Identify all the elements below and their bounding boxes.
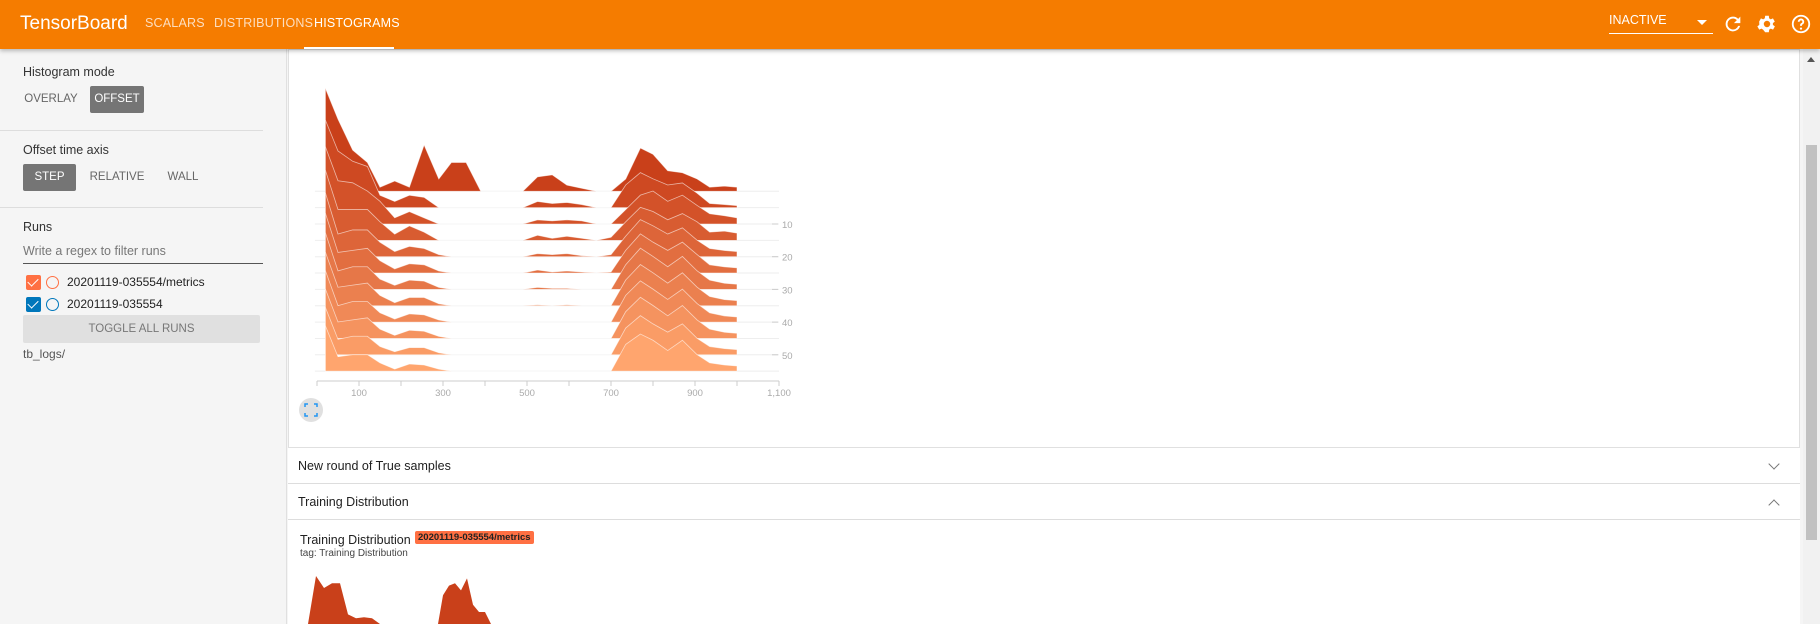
fullscreen-button[interactable] — [299, 398, 323, 422]
app-title: TensorBoard — [20, 13, 128, 34]
histogram-chart: 100 300 500 700 900 1,100 10 20 30 40 50 — [299, 88, 793, 422]
x-tick-label: 100 — [351, 388, 367, 399]
card-title: Training Distribution — [300, 533, 411, 547]
x-tick-label: 700 — [603, 388, 619, 399]
x-tick-label: 900 — [687, 388, 703, 399]
top-bar: TensorBoard SCALARS DISTRIBUTIONS HISTOG… — [0, 0, 1820, 49]
run-checkbox[interactable] — [26, 275, 41, 290]
divider — [0, 130, 263, 131]
distribution-area — [308, 576, 436, 624]
relative-button[interactable]: RELATIVE — [89, 171, 145, 183]
histogram-step-0 — [325, 88, 738, 192]
dropdown-value: INACTIVE — [1609, 13, 1667, 27]
toggle-all-runs-button[interactable]: TOGGLE ALL RUNS — [23, 315, 260, 343]
run-filter-input[interactable]: Write a regex to filter runs — [23, 244, 263, 264]
y-tick-label: 40 — [782, 318, 793, 329]
section-training-distribution[interactable]: Training Distribution — [288, 484, 1800, 520]
fullscreen-icon — [304, 403, 318, 417]
section-new-round-of-true-samples[interactable]: New round of True samples — [288, 448, 1800, 484]
histogram-step-15 — [325, 170, 738, 241]
scrollbar[interactable] — [1803, 49, 1820, 624]
overlay-button[interactable]: OVERLAY — [24, 93, 78, 105]
section-title: Training Distribution — [298, 495, 409, 509]
x-tick-label: 300 — [435, 388, 451, 399]
active-tab-indicator — [304, 47, 394, 49]
training-distribution-card: Training Distribution tag: Training Dist… — [288, 520, 1800, 624]
filter-placeholder: Write a regex to filter runs — [23, 244, 166, 258]
offset-button[interactable]: OFFSET — [90, 86, 144, 113]
card-tag: tag: Training Distribution — [300, 548, 408, 559]
histogram-step-55 — [325, 325, 738, 372]
histogram-step-5 — [325, 119, 738, 209]
section-title: New round of True samples — [298, 459, 451, 473]
offset-time-axis-label: Offset time axis — [23, 143, 109, 157]
scrollbar-thumb[interactable] — [1806, 145, 1817, 540]
run-color-circle-icon[interactable] — [46, 276, 59, 289]
dropdown-arrow-icon — [1697, 20, 1707, 25]
y-tick-label: 10 — [782, 220, 793, 231]
tab-distributions[interactable]: DISTRIBUTIONS — [214, 16, 314, 30]
settings-gear-icon[interactable] — [1756, 13, 1778, 35]
tab-scalars[interactable]: SCALARS — [145, 16, 205, 30]
divider — [0, 207, 263, 208]
x-tick-label: 500 — [519, 388, 535, 399]
sidebar: Histogram mode OVERLAY OFFSET Offset tim… — [0, 49, 287, 624]
refresh-icon[interactable] — [1722, 13, 1744, 35]
y-tick-label: 20 — [782, 253, 793, 264]
distribution-area — [438, 578, 493, 624]
help-icon[interactable] — [1790, 13, 1812, 35]
run-name: 20201119-035554/metrics — [67, 275, 205, 289]
y-tick-label: 30 — [782, 285, 793, 296]
log-directory: tb_logs/ — [23, 347, 66, 361]
runs-label: Runs — [23, 220, 53, 234]
run-color-circle-icon[interactable] — [46, 298, 59, 311]
step-button[interactable]: STEP — [23, 164, 76, 191]
run-checkbox[interactable] — [26, 297, 41, 312]
chevron-up-icon[interactable] — [1768, 499, 1780, 511]
histogram-step-10 — [325, 146, 738, 225]
run-badge: 20201119-035554/metrics — [415, 531, 534, 544]
y-tick-label: 50 — [782, 351, 793, 362]
tab-histograms[interactable]: HISTOGRAMS — [314, 16, 400, 30]
run-status-dropdown[interactable]: INACTIVE — [1609, 13, 1713, 34]
histogram-mode-label: Histogram mode — [23, 65, 115, 79]
run-name: 20201119-035554 — [67, 297, 163, 311]
training-distribution-chart — [308, 576, 493, 624]
wall-button[interactable]: WALL — [167, 171, 199, 183]
scroll-up-arrow-icon[interactable] — [1807, 57, 1815, 62]
x-tick-label: 1,100 — [767, 388, 791, 399]
chevron-down-icon[interactable] — [1768, 458, 1780, 470]
